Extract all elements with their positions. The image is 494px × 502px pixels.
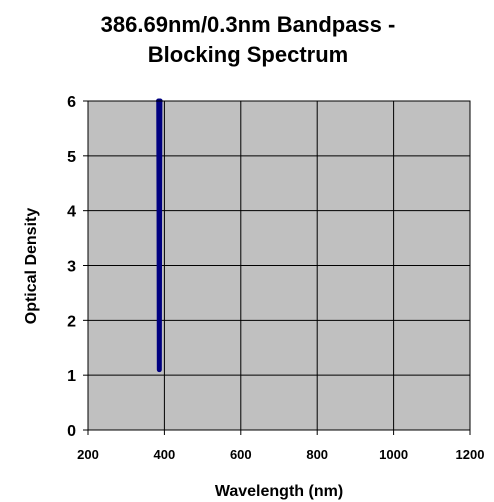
y-tick-label-1: 1 xyxy=(67,368,76,385)
x-tick-label-200: 200 xyxy=(77,447,99,462)
y-tick-label-6: 6 xyxy=(67,94,76,111)
series-line-0 xyxy=(155,98,163,373)
gridlines xyxy=(88,101,470,430)
x-tick-label-400: 400 xyxy=(154,447,176,462)
y-axis: 0 1 2 3 4 5 6 xyxy=(67,94,88,440)
y-tick-label-3: 3 xyxy=(67,259,76,276)
series-layer xyxy=(155,98,163,373)
x-axis-label: Wavelength (nm) xyxy=(215,483,343,500)
x-tick-label-1000: 1000 xyxy=(379,447,408,462)
y-tick-label-5: 5 xyxy=(67,149,76,166)
y-tick-label-4: 4 xyxy=(67,204,76,221)
x-tick-label-600: 600 xyxy=(230,447,252,462)
x-tick-label-1200: 1200 xyxy=(456,447,485,462)
chart-title-line1: 386.69nm/0.3nm Bandpass - xyxy=(101,12,396,37)
x-tick-label-800: 800 xyxy=(306,447,328,462)
y-axis-label: Optical Density xyxy=(23,208,40,325)
y-tick-label-0: 0 xyxy=(67,423,76,440)
x-axis: 200 400 600 800 1000 1200 xyxy=(77,430,484,462)
chart-title-line2: Blocking Spectrum xyxy=(148,42,348,67)
y-tick-label-2: 2 xyxy=(67,313,76,330)
plot-area xyxy=(87,98,471,431)
